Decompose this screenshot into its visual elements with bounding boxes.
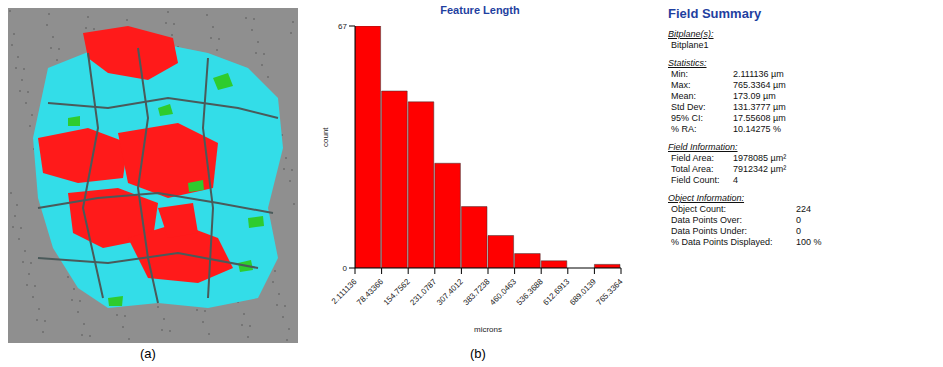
html-text:95% CI:: 95% CI: (671, 113, 703, 123)
html-text:0: 0 (796, 215, 801, 225)
svg-text:78.43366: 78.43366 (355, 277, 385, 307)
html-text:Min:: Min: (671, 69, 688, 79)
html-text:Feature Length: Feature Length (440, 4, 520, 16)
html-text:Bitplane1: Bitplane1 (671, 40, 709, 50)
html-text:173.09 µm: 173.09 µm (733, 91, 776, 101)
svg-text:231.0787: 231.0787 (408, 277, 438, 307)
svg-text:154.7562: 154.7562 (382, 277, 412, 307)
html-text:Max:: Max: (671, 80, 691, 90)
html-text:Data Points Over:: Data Points Over: (671, 215, 742, 225)
svg-text:2.111136: 2.111136 (329, 277, 359, 306)
svg-text:536.3688: 536.3688 (515, 277, 545, 307)
html-text:0: 0 (796, 226, 801, 236)
html-text:Total Area:: Total Area: (671, 164, 714, 174)
html-text:Object Count:: Object Count: (671, 204, 726, 214)
html-text:17.55608 µm: 17.55608 µm (733, 113, 786, 123)
svg-text:count: count (321, 127, 330, 147)
html-text:% RA:: % RA: (671, 124, 697, 134)
html-text:(a): (a) (140, 346, 156, 361)
html-text:Std Dev:: Std Dev: (671, 102, 706, 112)
html-text:Object Information:: Object Information: (668, 193, 744, 203)
html-text:Field Area:: Field Area: (671, 153, 714, 163)
html-text:Bitplane(s):: Bitplane(s): (668, 29, 714, 39)
svg-text:460.0463: 460.0463 (488, 277, 518, 307)
html-text:4: 4 (733, 175, 738, 185)
svg-text:67: 67 (338, 22, 347, 31)
html-text:Statistics:: Statistics: (668, 58, 707, 68)
html-text:131.3777 µm: 131.3777 µm (733, 102, 786, 112)
html-text:2.111136 µm: 2.111136 µm (733, 69, 784, 79)
svg-text:307.4012: 307.4012 (435, 277, 465, 307)
html-text:(b): (b) (470, 346, 486, 361)
html-text:Mean:: Mean: (671, 91, 696, 101)
html-text:100 %: 100 % (796, 237, 822, 247)
html-text:7912342 µm²: 7912342 µm² (733, 164, 787, 174)
html-text:% Data Points Displayed:: % Data Points Displayed: (671, 237, 773, 247)
html-text:10.14275 %: 10.14275 % (733, 124, 781, 134)
html-text:765.3364 µm: 765.3364 µm (733, 80, 786, 90)
svg-text:765.3364: 765.3364 (595, 277, 625, 307)
svg-text:microns: microns (474, 325, 502, 334)
svg-text:383.7238: 383.7238 (462, 277, 492, 307)
svg-text:689.0139: 689.0139 (568, 277, 598, 307)
html-text:1978085 µm²: 1978085 µm² (733, 153, 787, 163)
html-text:Field Information:: Field Information: (668, 142, 738, 152)
html-text:Field Summary: Field Summary (668, 6, 762, 21)
html-text:Field Count:: Field Count: (671, 175, 720, 185)
svg-text:612.6913: 612.6913 (541, 277, 571, 307)
html-text:Data Points Under:: Data Points Under: (671, 226, 747, 236)
html-text:224: 224 (796, 204, 811, 214)
svg-text:0: 0 (343, 264, 348, 273)
